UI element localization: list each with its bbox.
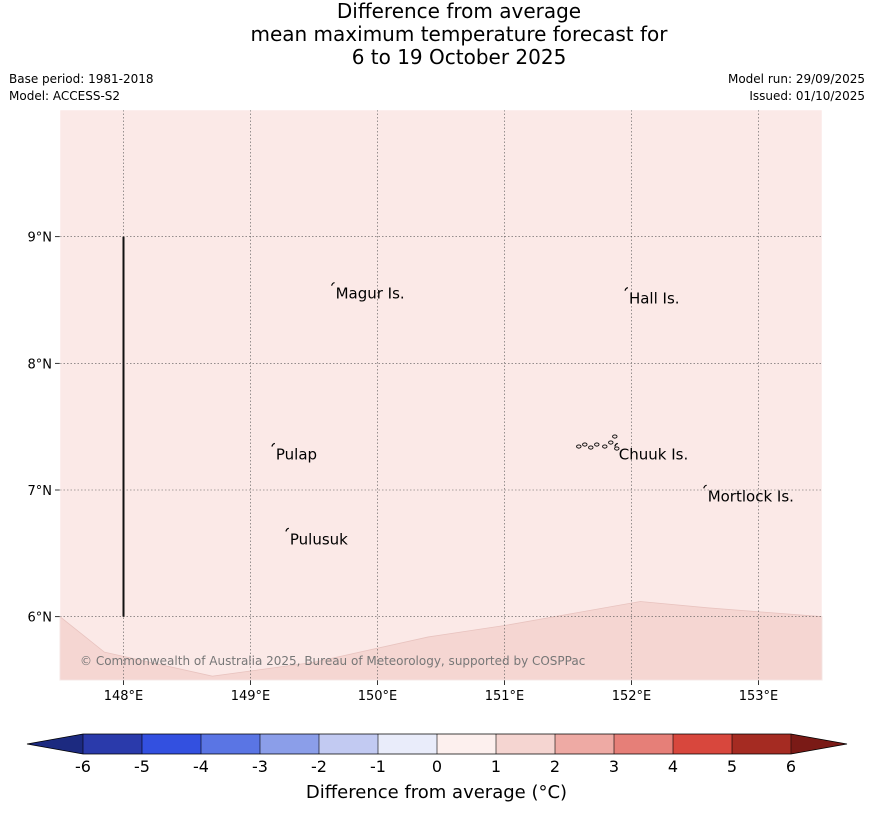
colorbar-tick-label: 5: [727, 757, 737, 776]
colorbar-tick-label: 6: [786, 757, 796, 776]
chuuk-islet: [582, 442, 588, 447]
colorbar-swatch: [496, 734, 556, 754]
lon-tick-label: 152°E: [612, 689, 652, 704]
chuuk-islet: [608, 440, 614, 445]
colorbar-tick-label: 3: [609, 757, 619, 776]
map-area: 148°E 149°E 150°E 151°E 152°E 153°E 9°N 8°N 7°N 6…: [28, 109, 823, 704]
island-outline: [285, 527, 289, 532]
colorbar-tick-label: 2: [550, 757, 560, 776]
model-text: Model: ACCESS-S2: [9, 89, 121, 103]
colorbar-swatch: [142, 734, 202, 754]
lon-tick-label: 153°E: [739, 689, 779, 704]
place-label: Magur Is.: [336, 285, 405, 303]
title-line-2: mean maximum temperature forecast for: [250, 22, 668, 46]
base-period-text: Base period: 1981-2018: [9, 72, 154, 86]
colorbar-swatch: [201, 734, 261, 754]
map-frame: [59, 109, 823, 681]
island-outline: [331, 282, 335, 286]
colorbar-tick-label: -1: [370, 757, 386, 776]
lon-tick-label: 151°E: [485, 689, 525, 704]
colorbar-tick-label: 1: [491, 757, 501, 776]
issued-text: Issued: 01/10/2025: [749, 89, 865, 103]
colorbar-swatch: [673, 734, 733, 754]
lon-tick-label: 148°E: [104, 689, 144, 704]
colorbar-swatch: [555, 734, 615, 754]
chuuk-islet: [588, 445, 594, 450]
place-label: Hall Is.: [629, 290, 680, 308]
colorbar-tick-label: -4: [193, 757, 209, 776]
place-label: Pulap: [276, 446, 317, 464]
island-outline: [624, 287, 629, 291]
lon-tick-label: 149°E: [231, 689, 271, 704]
colorbar-tick-label: 0: [432, 757, 442, 776]
colorbar-swatch: [732, 734, 792, 754]
colorbar-swatch: [319, 734, 379, 754]
meta-right: Model run: 29/09/2025 Issued: 01/10/2025: [728, 71, 865, 105]
model-run-text: Model run: 29/09/2025: [727, 72, 865, 86]
island-outline: [703, 484, 707, 489]
chuuk-islet: [614, 446, 620, 451]
lat-tick-label: 7°N: [28, 484, 53, 499]
colorbar-swatch: [83, 734, 143, 754]
colorbar: -6 -5 -4 -3 -2 -1 0 1 2 3 4 5 6: [26, 733, 848, 776]
map-title: Difference from average mean maximum tem…: [0, 0, 873, 69]
chuuk-islet: [576, 444, 582, 449]
colorbar-tick-label: -2: [311, 757, 327, 776]
lon-tick-label: 150°E: [358, 689, 398, 704]
title-line-1: Difference from average: [336, 0, 582, 23]
island-outline: [271, 442, 275, 447]
colorbar-extend-low: [27, 734, 83, 754]
place-label: Mortlock Is.: [708, 487, 794, 505]
colorbar-swatch: [437, 734, 497, 754]
title-line-3: 6 to 19 October 2025: [351, 45, 567, 69]
colorbar-swatch: [378, 734, 438, 754]
colorbar-tick-label: 4: [668, 757, 678, 776]
chuuk-islet: [594, 442, 600, 447]
colorbar-swatch: [614, 734, 674, 754]
colorbar-tick-label: -6: [75, 757, 91, 776]
colorbar-outline: [26, 733, 848, 755]
copyright-text: © Commonwealth of Australia 2025, Bureau…: [80, 654, 585, 668]
colorbar-tick-label: -5: [134, 757, 150, 776]
island-outline: [614, 442, 618, 447]
meta-left: Base period: 1981-2018 Model: ACCESS-S2: [9, 71, 154, 105]
colorbar-tick-label: -3: [252, 757, 268, 776]
lat-tick-label: 9°N: [28, 231, 53, 246]
colorbar-swatch: [260, 734, 320, 754]
colorbar-extend-high: [791, 734, 847, 754]
chuuk-islet: [602, 444, 608, 449]
map-background: [60, 110, 822, 680]
lat-tick-label: 6°N: [28, 611, 53, 626]
chuuk-islet: [612, 434, 618, 439]
colorbar-label: Difference from average (°C): [305, 782, 568, 803]
lat-tick-label: 8°N: [28, 357, 53, 372]
place-label: Pulusuk: [290, 530, 348, 548]
place-label: Chuuk Is.: [619, 446, 688, 464]
